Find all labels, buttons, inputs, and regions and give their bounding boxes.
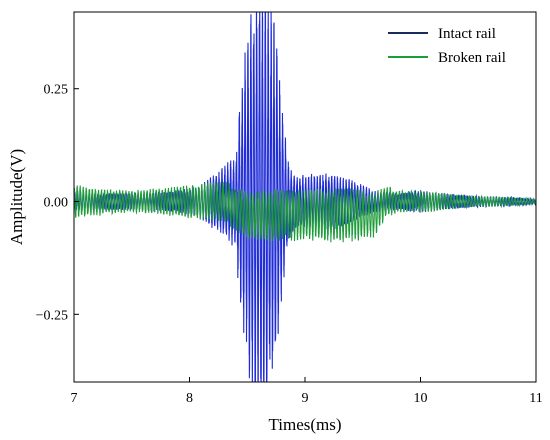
x-tick-label: 8 [186, 391, 193, 406]
y-axis-ticks: −0.25 0.00 0.25 [36, 83, 79, 323]
y-tick-label: 0.00 [44, 196, 69, 211]
y-axis-title: Amplitude(V) [7, 149, 26, 245]
series-line-broken-rail [74, 181, 536, 243]
x-tick-label: 7 [71, 391, 78, 406]
y-tick-label: 0.25 [44, 83, 69, 98]
x-tick-label: 10 [414, 391, 428, 406]
legend: Intact rail Broken rail [388, 26, 506, 66]
legend-label-broken-rail: Broken rail [438, 50, 506, 66]
x-tick-label: 9 [302, 391, 309, 406]
legend-label-intact-rail: Intact rail [438, 26, 496, 42]
x-axis-ticks: 7 8 9 10 11 [71, 377, 543, 406]
x-axis-title: Times(ms) [268, 415, 341, 434]
y-tick-label: −0.25 [36, 308, 68, 323]
series-layer [74, 12, 536, 382]
x-tick-label: 11 [529, 391, 542, 406]
